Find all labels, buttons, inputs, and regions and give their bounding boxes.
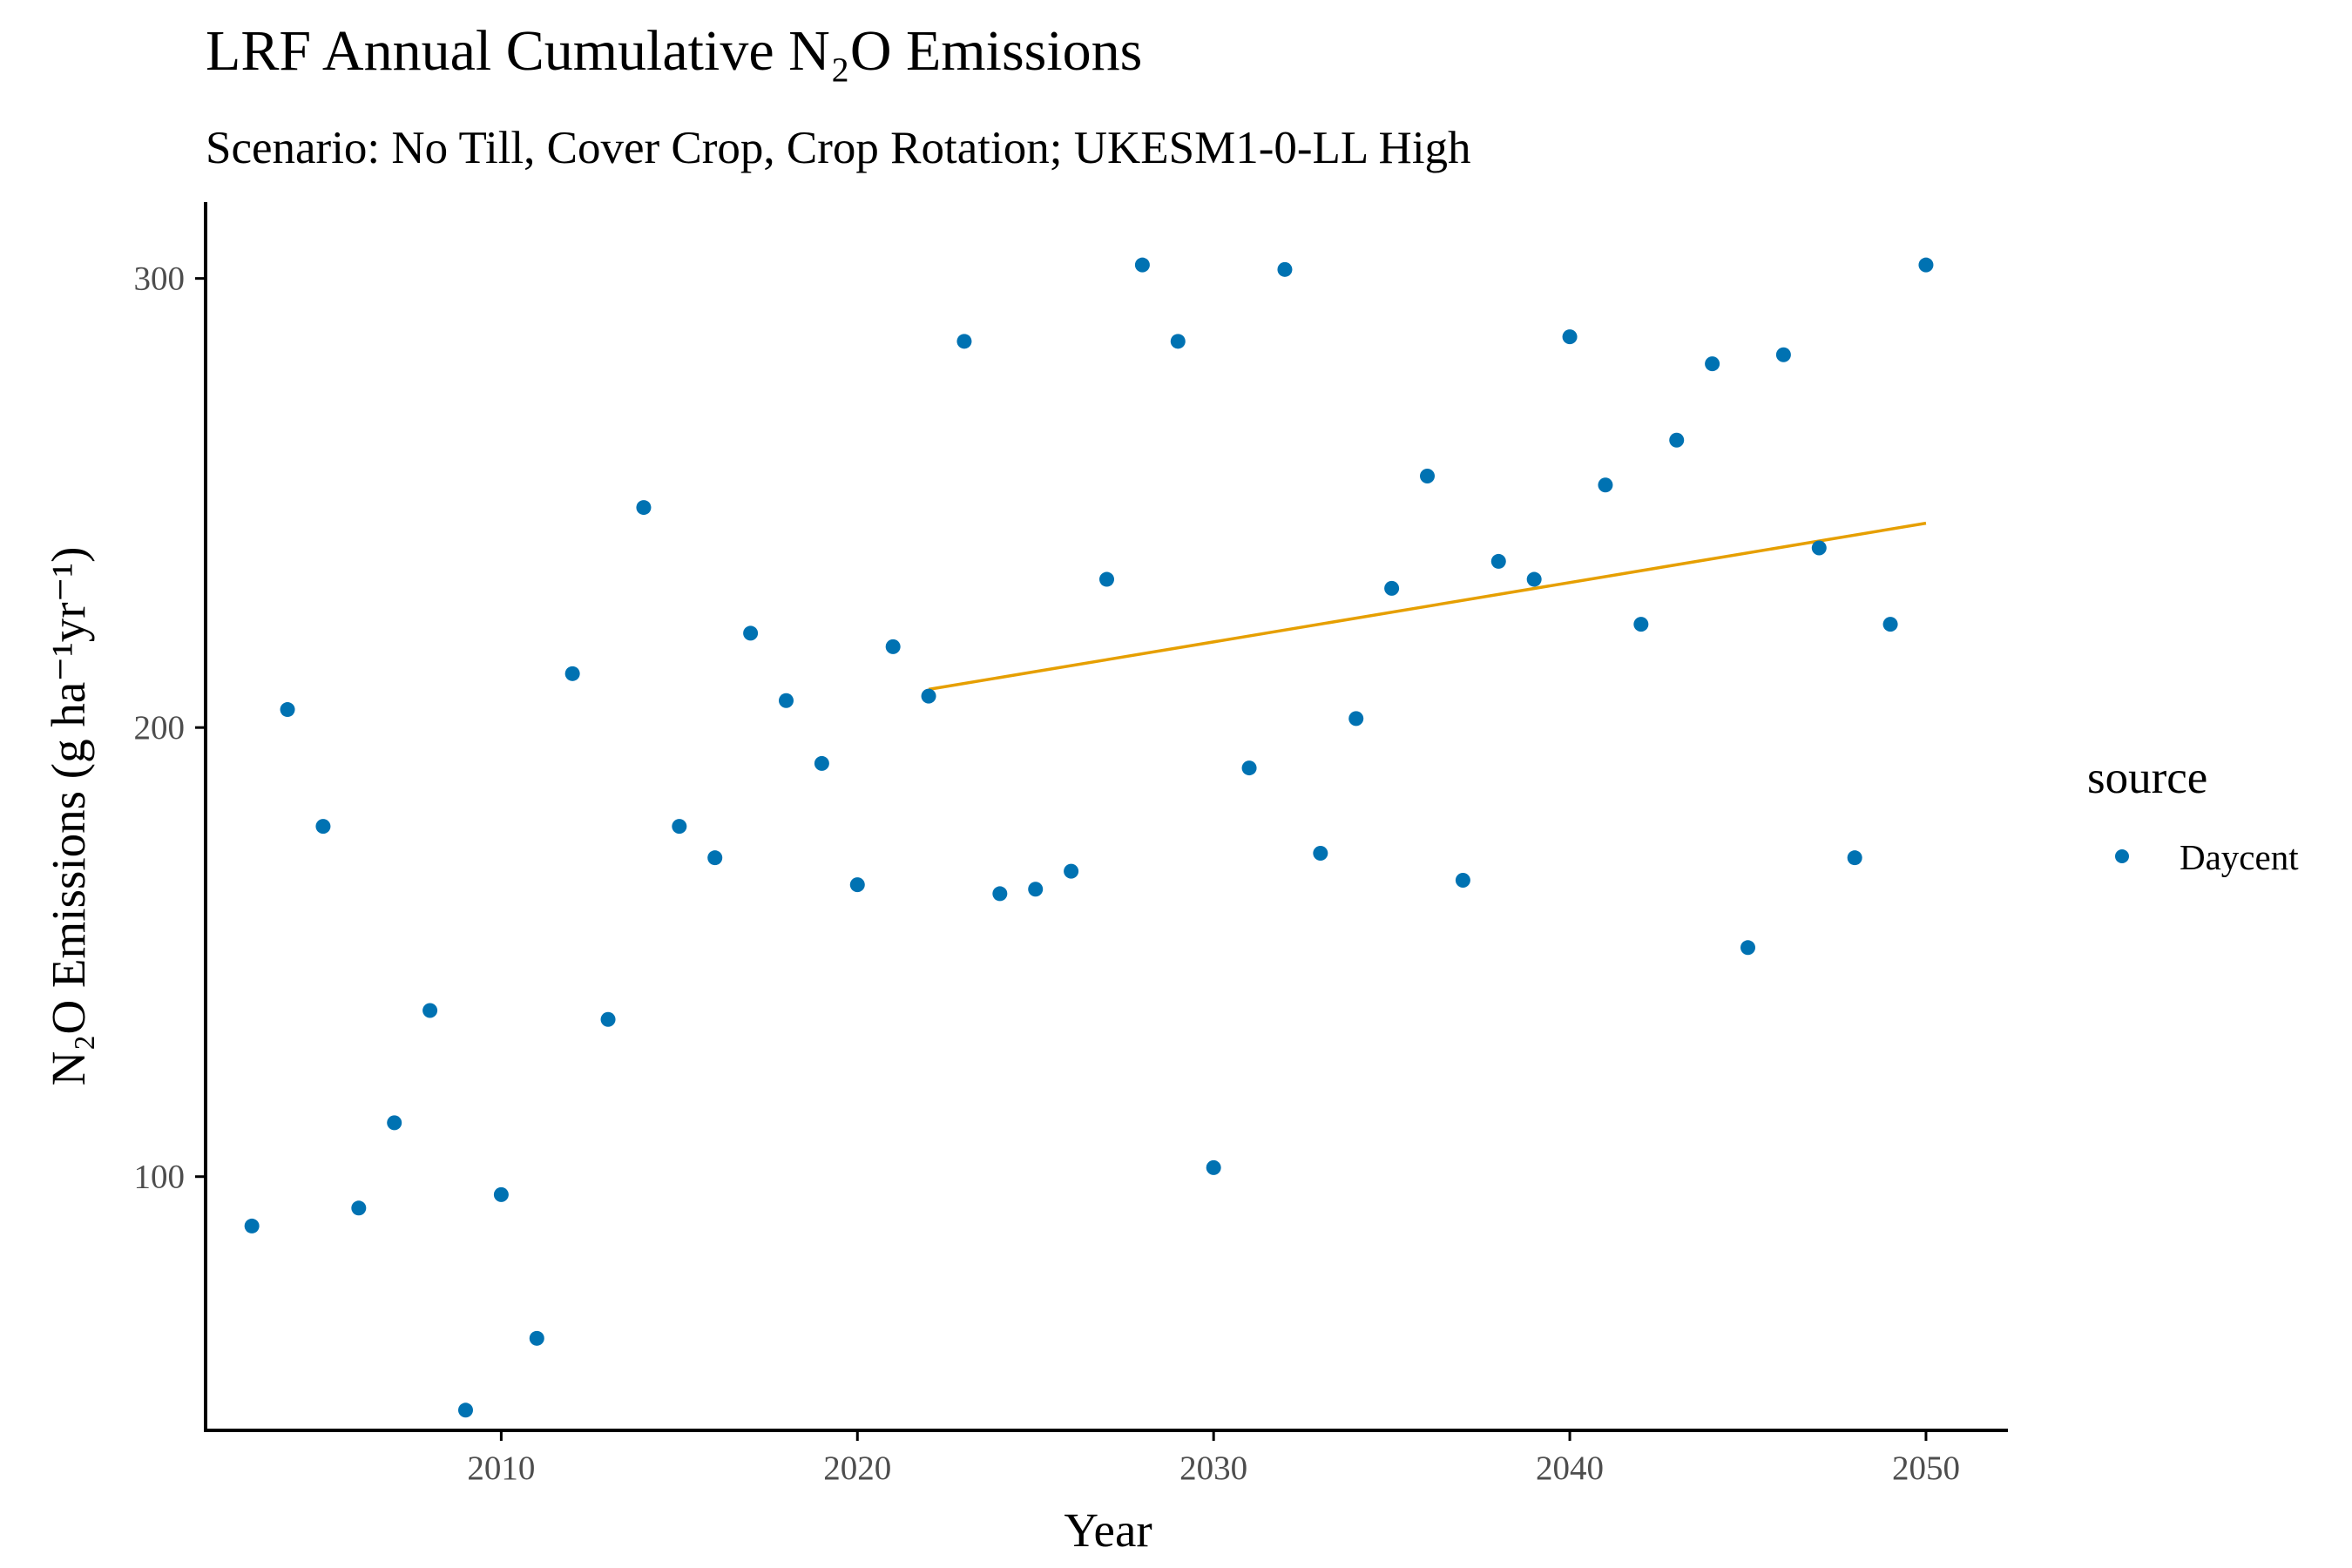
x-ticks: 2010 2020 2030 2040 2050 [467,1430,1960,1487]
data-point [636,500,652,516]
data-point [1918,257,1934,273]
legend: source Daycent [2087,753,2299,877]
data-point [564,666,580,681]
y-ticks: 100 200 300 [134,260,206,1196]
x-tick-label: 2020 [823,1450,891,1487]
data-point [351,1200,367,1216]
x-tick-label: 2030 [1179,1450,1247,1487]
data-point [1241,760,1257,776]
y-tick-label: 100 [134,1159,186,1196]
data-point [280,702,295,718]
y-tick-label: 200 [134,709,186,747]
data-point [1705,356,1720,372]
data-point [457,1402,473,1418]
data-point [1064,863,1079,879]
data-point [315,819,331,835]
data-point [778,693,794,708]
legend-label-daycent: Daycent [2180,837,2299,877]
chart-title: LRF Annual Cumulative N₂O Emissions [206,19,1142,83]
data-point [1170,334,1186,349]
data-point [992,886,1008,902]
data-point [422,1003,438,1018]
data-point [1313,846,1328,862]
y-tick-label: 300 [134,260,186,298]
axes [204,202,2008,1432]
data-point [1384,580,1400,596]
data-point [1526,571,1542,587]
data-point [493,1186,509,1202]
data-points [244,257,1934,1418]
data-point [244,1218,260,1233]
data-point [1882,617,1898,632]
x-tick-label: 2040 [1536,1450,1604,1487]
data-point [600,1011,616,1027]
x-tick-label: 2050 [1892,1450,1960,1487]
data-point [1420,468,1436,483]
data-point [1562,329,1578,345]
trend-line [928,521,1927,692]
data-point [1669,432,1685,448]
data-point [1775,347,1791,362]
data-point [743,625,759,641]
x-axis-title: Year [1064,1504,1152,1557]
data-point [529,1330,544,1346]
legend-title: source [2087,753,2207,803]
data-point [1099,571,1114,587]
data-point [1633,617,1649,632]
data-point [956,334,972,349]
data-point [1740,940,1756,956]
data-point [1455,872,1470,888]
data-point [1598,477,1613,493]
data-point [849,877,865,893]
x-tick-label: 2010 [467,1450,535,1487]
data-point [1028,882,1044,897]
data-point [1277,261,1293,277]
data-point [1348,711,1364,727]
data-point [1490,553,1506,569]
data-point [387,1115,402,1131]
y-axis-title: N₂O Emissions (g ha⁻¹yr⁻¹) [42,547,95,1086]
chart-subtitle: Scenario: No Till, Cover Crop, Crop Rota… [206,123,1471,173]
data-point [1134,257,1150,273]
data-point [921,688,936,704]
data-point [814,755,829,771]
legend-key-daycent [2115,849,2129,863]
data-point [1206,1159,1221,1175]
data-point [707,850,723,866]
data-point [885,639,901,654]
data-point [672,819,687,835]
data-point [1811,540,1827,556]
data-point [1847,850,1862,866]
